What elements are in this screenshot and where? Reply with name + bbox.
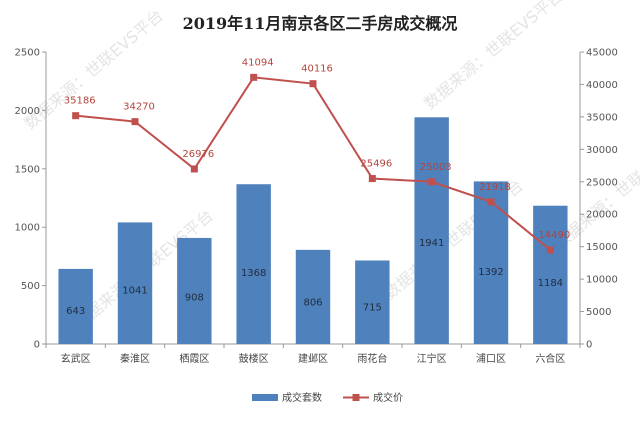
y-right-tick-label: 35000	[586, 112, 618, 123]
bar-value-label: 1184	[538, 278, 563, 289]
category-label: 雨花台	[357, 352, 387, 365]
price-point	[250, 73, 258, 81]
bar	[473, 181, 509, 344]
category-label: 江宁区	[417, 352, 447, 365]
bar-value-label: 806	[303, 298, 322, 309]
category-label: 鼓楼区	[239, 352, 269, 365]
y-right-tick-label: 20000	[586, 210, 618, 221]
bar-value-label: 1041	[122, 285, 147, 296]
bar	[355, 260, 390, 344]
bar	[533, 205, 568, 344]
price-value-label: 25496	[360, 159, 392, 170]
bar	[177, 237, 212, 344]
price-value-label: 41094	[242, 57, 274, 68]
bar	[58, 268, 93, 344]
price-value-label: 26976	[182, 149, 214, 160]
bar	[236, 184, 271, 344]
price-point	[546, 246, 554, 254]
y-right-tick-label: 40000	[586, 80, 618, 91]
price-value-label: 21918	[479, 182, 511, 193]
bar-value-label: 643	[66, 306, 85, 317]
y-left-tick-label: 500	[21, 281, 40, 292]
y-right-tick-label: 5000	[586, 307, 611, 318]
price-point	[428, 178, 436, 186]
category-label: 浦口区	[476, 352, 506, 365]
price-value-label: 34270	[123, 102, 155, 113]
price-value-label: 25003	[420, 162, 452, 173]
y-left-tick-label: 2500	[15, 48, 40, 59]
bar-value-label: 1941	[419, 238, 444, 249]
price-value-label: 35186	[64, 96, 96, 107]
legend-marker-price	[352, 394, 360, 401]
category-label: 六合区	[535, 352, 565, 365]
price-point	[487, 198, 495, 206]
price-value-label: 14490	[538, 230, 570, 241]
category-label: 秦淮区	[120, 352, 150, 365]
bar-value-label: 715	[363, 302, 382, 313]
bar-value-label: 908	[185, 292, 204, 303]
price-point	[72, 112, 80, 120]
category-label: 栖霞区	[179, 352, 209, 365]
bar	[414, 117, 449, 344]
price-series: 35186 34270 26976 41094 40116 25496 25003 21918…	[64, 57, 570, 254]
bar	[117, 222, 153, 344]
price-point	[368, 175, 376, 183]
y-left-tick-label: 1500	[15, 164, 40, 175]
bar-value-label: 1368	[241, 268, 266, 279]
watermark-text: 数据来源：世联EVS平台	[20, 6, 166, 133]
price-point	[190, 165, 198, 173]
bar-series: 643 1041 908 1368 806 715 1941 1392 1184	[58, 117, 568, 344]
bar-value-label: 1392	[478, 267, 503, 278]
y-left-tick-label: 2000	[15, 106, 40, 117]
y-right-tick-label: 30000	[586, 145, 618, 156]
price-point	[131, 118, 139, 126]
category-label: 玄武区	[61, 352, 91, 365]
y-right-tick-label: 0	[586, 340, 592, 351]
bar	[295, 249, 331, 344]
category-labels: 玄武区 秦淮区 栖霞区 鼓楼区 建邺区 雨花台 江宁区 浦口区 六合区	[61, 352, 566, 365]
y-left-tick-label: 1000	[15, 223, 40, 234]
legend: 成交套数 成交价	[252, 391, 403, 404]
price-point	[309, 80, 317, 88]
chart-title: 2019年11月南京各区二手房成交概况	[183, 14, 458, 33]
category-label: 建邺区	[298, 352, 328, 365]
legend-swatch-bars	[252, 394, 278, 401]
y-right-tick-label: 25000	[586, 177, 618, 188]
legend-label-bars: 成交套数	[282, 391, 322, 404]
y-right-tick-label: 45000	[586, 48, 618, 59]
price-value-label: 40116	[301, 64, 333, 75]
y-right-tick-label: 15000	[586, 242, 618, 253]
legend-label-price: 成交价	[373, 391, 403, 404]
y-right-tick-label: 10000	[586, 275, 618, 286]
y-left-tick-label: 0	[34, 340, 40, 351]
